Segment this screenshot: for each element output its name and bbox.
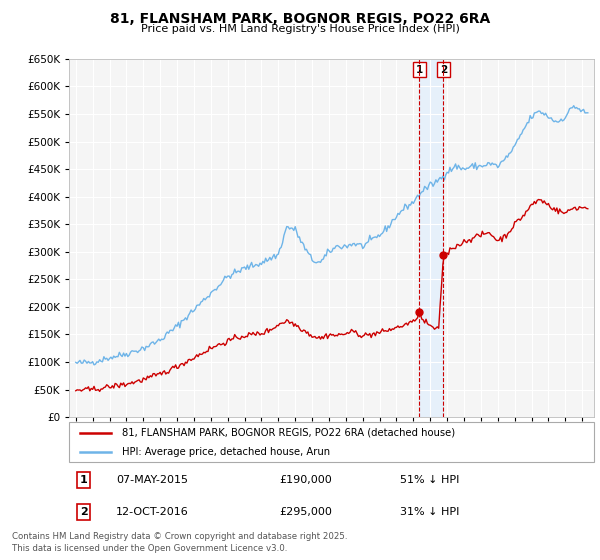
Bar <box>419 59 443 417</box>
Text: £190,000: £190,000 <box>279 475 332 485</box>
Text: HPI: Average price, detached house, Arun: HPI: Average price, detached house, Arun <box>121 447 329 457</box>
Text: Contains HM Land Registry data © Crown copyright and database right 2025.
This d: Contains HM Land Registry data © Crown c… <box>12 533 347 553</box>
Text: 31% ↓ HPI: 31% ↓ HPI <box>400 507 459 517</box>
Text: 2: 2 <box>440 65 447 75</box>
Text: 07-MAY-2015: 07-MAY-2015 <box>116 475 188 485</box>
Text: Price paid vs. HM Land Registry's House Price Index (HPI): Price paid vs. HM Land Registry's House … <box>140 24 460 34</box>
Text: 12-OCT-2016: 12-OCT-2016 <box>116 507 189 517</box>
Text: 81, FLANSHAM PARK, BOGNOR REGIS, PO22 6RA: 81, FLANSHAM PARK, BOGNOR REGIS, PO22 6R… <box>110 12 490 26</box>
FancyBboxPatch shape <box>69 422 594 462</box>
Text: 81, FLANSHAM PARK, BOGNOR REGIS, PO22 6RA (detached house): 81, FLANSHAM PARK, BOGNOR REGIS, PO22 6R… <box>121 428 455 438</box>
Text: 1: 1 <box>416 65 423 75</box>
Text: 1: 1 <box>80 475 88 485</box>
Text: 51% ↓ HPI: 51% ↓ HPI <box>400 475 459 485</box>
Text: 2: 2 <box>80 507 88 517</box>
Text: £295,000: £295,000 <box>279 507 332 517</box>
